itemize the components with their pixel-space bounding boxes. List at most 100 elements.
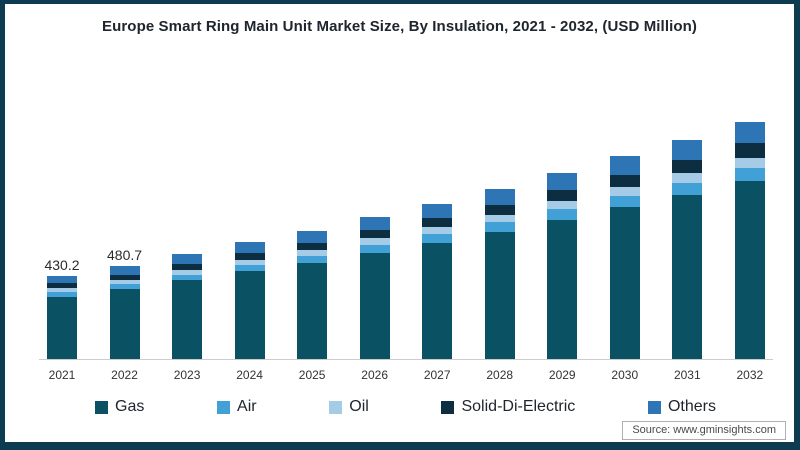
bar-segment-oil — [109, 280, 140, 285]
legend-swatch-icon — [95, 400, 108, 414]
stacked-bar — [672, 140, 703, 359]
x-axis-label-2024: 2024 — [236, 368, 263, 382]
bar-segment-others — [672, 140, 703, 160]
bar-group-2024 — [233, 242, 267, 359]
bar-segment-oil — [297, 250, 328, 256]
bar-segment-gas — [172, 280, 203, 359]
bar-segment-solid-di-electric — [234, 252, 265, 260]
bar-segment-solid-di-electric — [672, 159, 703, 173]
bar-segment-air — [484, 222, 515, 232]
x-axis-label-2027: 2027 — [423, 368, 451, 382]
bar-segment-oil — [547, 201, 578, 210]
bar-segment-air — [172, 274, 203, 281]
bar-group-2026 — [358, 217, 392, 359]
bar-group-2030 — [608, 156, 642, 359]
bar-segment-solid-di-electric — [297, 242, 328, 251]
x-axis-label-2025: 2025 — [298, 368, 326, 382]
bar-group-2021: 430.2 — [44, 256, 80, 359]
x-axis-labels: 2021 2022 2023 2024 2025 2026 2027 2028 2029 2030… — [45, 368, 767, 382]
bar-group-2031 — [670, 140, 704, 359]
legend-item-others: Others — [647, 398, 716, 416]
bar-segment-others — [47, 275, 77, 284]
source-attribution: Source: www.gminsights.com — [622, 421, 786, 440]
bar-segment-others — [109, 266, 140, 275]
x-axis-label-2032: 2032 — [736, 368, 764, 382]
bar-segment-others — [609, 156, 640, 175]
bar-segment-air — [609, 195, 640, 207]
bar-value-label: 480.7 — [107, 247, 143, 264]
bar-segment-air — [297, 256, 328, 263]
legend-swatch-icon — [329, 400, 343, 414]
bar-segment-others — [297, 231, 328, 243]
bar-segment-gas — [547, 219, 578, 359]
x-axis-label-2029: 2029 — [548, 368, 576, 382]
bar-segment-others — [422, 204, 453, 219]
bar-segment-solid-di-electric — [359, 229, 390, 239]
bar-segment-others — [234, 242, 265, 253]
bar-segment-others — [484, 189, 515, 205]
legend-label: Solid-Di-Electric — [461, 398, 576, 415]
bar-segment-solid-di-electric — [47, 283, 77, 289]
legend-item-air: Air — [217, 398, 257, 416]
bar-group-2022: 480.7 — [107, 247, 143, 359]
bar-segment-air — [734, 168, 765, 182]
stacked-bar — [109, 266, 140, 359]
stacked-bar — [547, 173, 578, 359]
legend: Gas Air Oil Solid-Di-Electric Others — [95, 398, 716, 416]
bar-segment-others — [734, 122, 765, 144]
stacked-bar — [734, 122, 765, 359]
stacked-bar — [609, 156, 640, 359]
bar-segment-solid-di-electric — [172, 263, 203, 270]
bar-segment-oil — [484, 214, 515, 223]
bar-segment-gas — [234, 271, 265, 359]
legend-item-gas: Gas — [95, 398, 144, 416]
legend-item-oil: Oil — [329, 398, 369, 416]
bar-segment-gas — [47, 296, 77, 359]
stacked-bar — [422, 204, 453, 359]
bar-segment-solid-di-electric — [547, 189, 578, 202]
x-axis-label-2026: 2026 — [361, 368, 388, 382]
bar-segment-oil — [422, 227, 453, 235]
stacked-bar — [47, 275, 77, 359]
bar-value-label: 430.2 — [44, 256, 80, 273]
stacked-bar — [234, 242, 265, 359]
bar-segment-others — [172, 254, 203, 264]
bar-segment-solid-di-electric — [734, 143, 765, 158]
bar-segment-oil — [172, 269, 203, 275]
bar-group-2028 — [483, 189, 517, 359]
bar-segment-air — [547, 209, 578, 220]
bar-segment-solid-di-electric — [422, 218, 453, 228]
bar-segment-solid-di-electric — [484, 204, 515, 215]
bar-segment-solid-di-electric — [109, 274, 140, 281]
bar-segment-solid-di-electric — [609, 174, 640, 187]
bar-segment-oil — [672, 172, 703, 183]
x-axis-label-2028: 2028 — [486, 368, 514, 382]
x-axis-baseline — [39, 359, 773, 360]
stacked-bar — [359, 217, 390, 359]
bar-segment-air — [359, 244, 390, 253]
legend-item-solid-di-electric: Solid-Di-Electric — [441, 398, 575, 416]
bar-segment-oil — [609, 186, 640, 196]
stacked-bar — [172, 254, 203, 359]
chart-title: Europe Smart Ring Main Unit Market Size,… — [102, 18, 697, 35]
x-axis-label-2031: 2031 — [673, 368, 701, 382]
stacked-bar — [297, 231, 328, 359]
bar-segment-gas — [109, 289, 140, 359]
bar-segment-gas — [734, 181, 765, 359]
x-axis-label-2022: 2022 — [111, 368, 138, 382]
bar-segment-oil — [734, 157, 765, 169]
bar-segment-oil — [234, 259, 265, 266]
legend-swatch-icon — [217, 400, 231, 414]
bar-group-2032 — [733, 122, 767, 359]
bar-segment-gas — [609, 207, 640, 359]
bar-segment-gas — [359, 252, 390, 359]
bar-segment-gas — [422, 242, 453, 359]
bar-segment-gas — [484, 231, 515, 359]
x-axis-label-2023: 2023 — [173, 368, 201, 382]
bar-segment-gas — [297, 263, 328, 359]
bar-group-2025 — [295, 231, 329, 359]
bar-segment-oil — [359, 238, 390, 245]
bar-segment-air — [422, 234, 453, 243]
bars-row: 430.2 480.7 — [44, 89, 767, 359]
